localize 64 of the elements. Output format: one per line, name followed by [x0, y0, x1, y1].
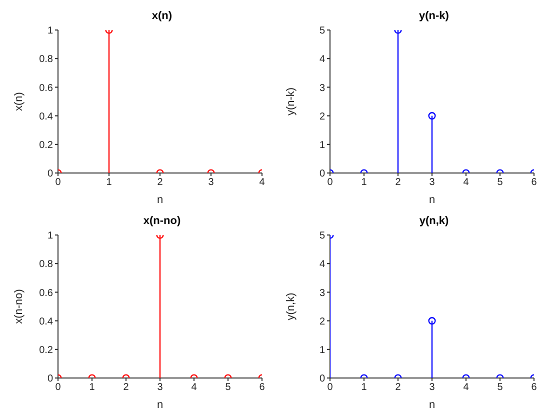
- y-tick-label: 0.8: [39, 54, 54, 66]
- y-tick-label: 1: [319, 344, 326, 356]
- y-tick-label: 0.6: [39, 288, 54, 299]
- x-tick-label: 6: [259, 382, 266, 394]
- x-tick-label: 0: [55, 382, 62, 394]
- y-tick-label: 5: [319, 230, 326, 242]
- chart-title: x(n): [150, 9, 174, 24]
- y-axis-title: y(n,k): [284, 292, 297, 320]
- chart-title: x(n-no): [142, 214, 182, 229]
- x-axis-title: n: [428, 399, 436, 411]
- y-tick-label: 0: [319, 168, 326, 180]
- x-tick-label: 4: [463, 382, 470, 394]
- x-tick-label: 2: [395, 177, 402, 188]
- x-tick-label: 3: [429, 382, 436, 394]
- chart-title: y(n,k): [418, 214, 450, 229]
- x-tick-label: 2: [157, 177, 164, 188]
- y-tick-label: 4: [319, 54, 326, 66]
- x-axis-title: n: [156, 194, 164, 206]
- x-tick-label: 4: [259, 177, 266, 188]
- y-tick-label: 3: [319, 288, 326, 299]
- x-tick-label: 5: [225, 382, 232, 394]
- y-tick-label: 0: [319, 374, 326, 385]
- x-tick-label: 6: [531, 382, 538, 394]
- y-tick-label: 5: [319, 26, 326, 37]
- y-axis-title: x(n): [12, 92, 25, 111]
- chart-title: y(n-k): [418, 9, 450, 24]
- x-tick-label: 0: [55, 177, 62, 188]
- x-tick-label: 1: [361, 177, 368, 188]
- y-tick-label: 1: [319, 140, 326, 151]
- y-tick-label: 1: [47, 26, 54, 37]
- x-tick-label: 6: [531, 177, 538, 188]
- x-tick-label: 3: [429, 177, 436, 188]
- x-tick-label: 2: [395, 382, 402, 394]
- y-tick-label: 3: [319, 82, 326, 94]
- x-axis-title: n: [156, 399, 164, 411]
- x-tick-label: 0: [327, 177, 334, 188]
- x-tick-label: 1: [361, 382, 368, 394]
- y-tick-label: 0.4: [39, 316, 54, 328]
- y-tick-label: 2: [319, 316, 326, 328]
- y-tick-label: 0.2: [39, 344, 54, 356]
- y-tick-label: 0: [47, 374, 54, 385]
- x-tick-label: 4: [191, 382, 198, 394]
- y-tick-label: 0.8: [39, 259, 54, 270]
- x-tick-label: 4: [463, 177, 470, 188]
- x-tick-label: 1: [89, 382, 96, 394]
- y-tick-label: 1: [47, 230, 54, 242]
- x-tick-label: 5: [497, 382, 504, 394]
- x-tick-label: 0: [327, 382, 334, 394]
- y-axis-title: x(n-no): [12, 289, 25, 324]
- y-tick-label: 0.6: [39, 82, 54, 94]
- y-tick-label: 0.2: [39, 140, 54, 151]
- y-tick-label: 0: [47, 168, 54, 180]
- point: [428, 112, 436, 120]
- x-tick-label: 3: [208, 177, 214, 188]
- x-tick-label: 2: [123, 382, 130, 394]
- y-tick-label: 0.4: [39, 111, 54, 122]
- x-axis-title: n: [428, 194, 436, 206]
- x-tick-label: 1: [106, 177, 112, 188]
- y-tick-label: 4: [319, 259, 326, 270]
- point: [428, 317, 436, 325]
- x-tick-label: 3: [157, 382, 164, 394]
- x-tick-label: 5: [497, 177, 504, 188]
- y-axis-title: y(n-k): [284, 87, 297, 116]
- y-tick-label: 2: [319, 111, 326, 122]
